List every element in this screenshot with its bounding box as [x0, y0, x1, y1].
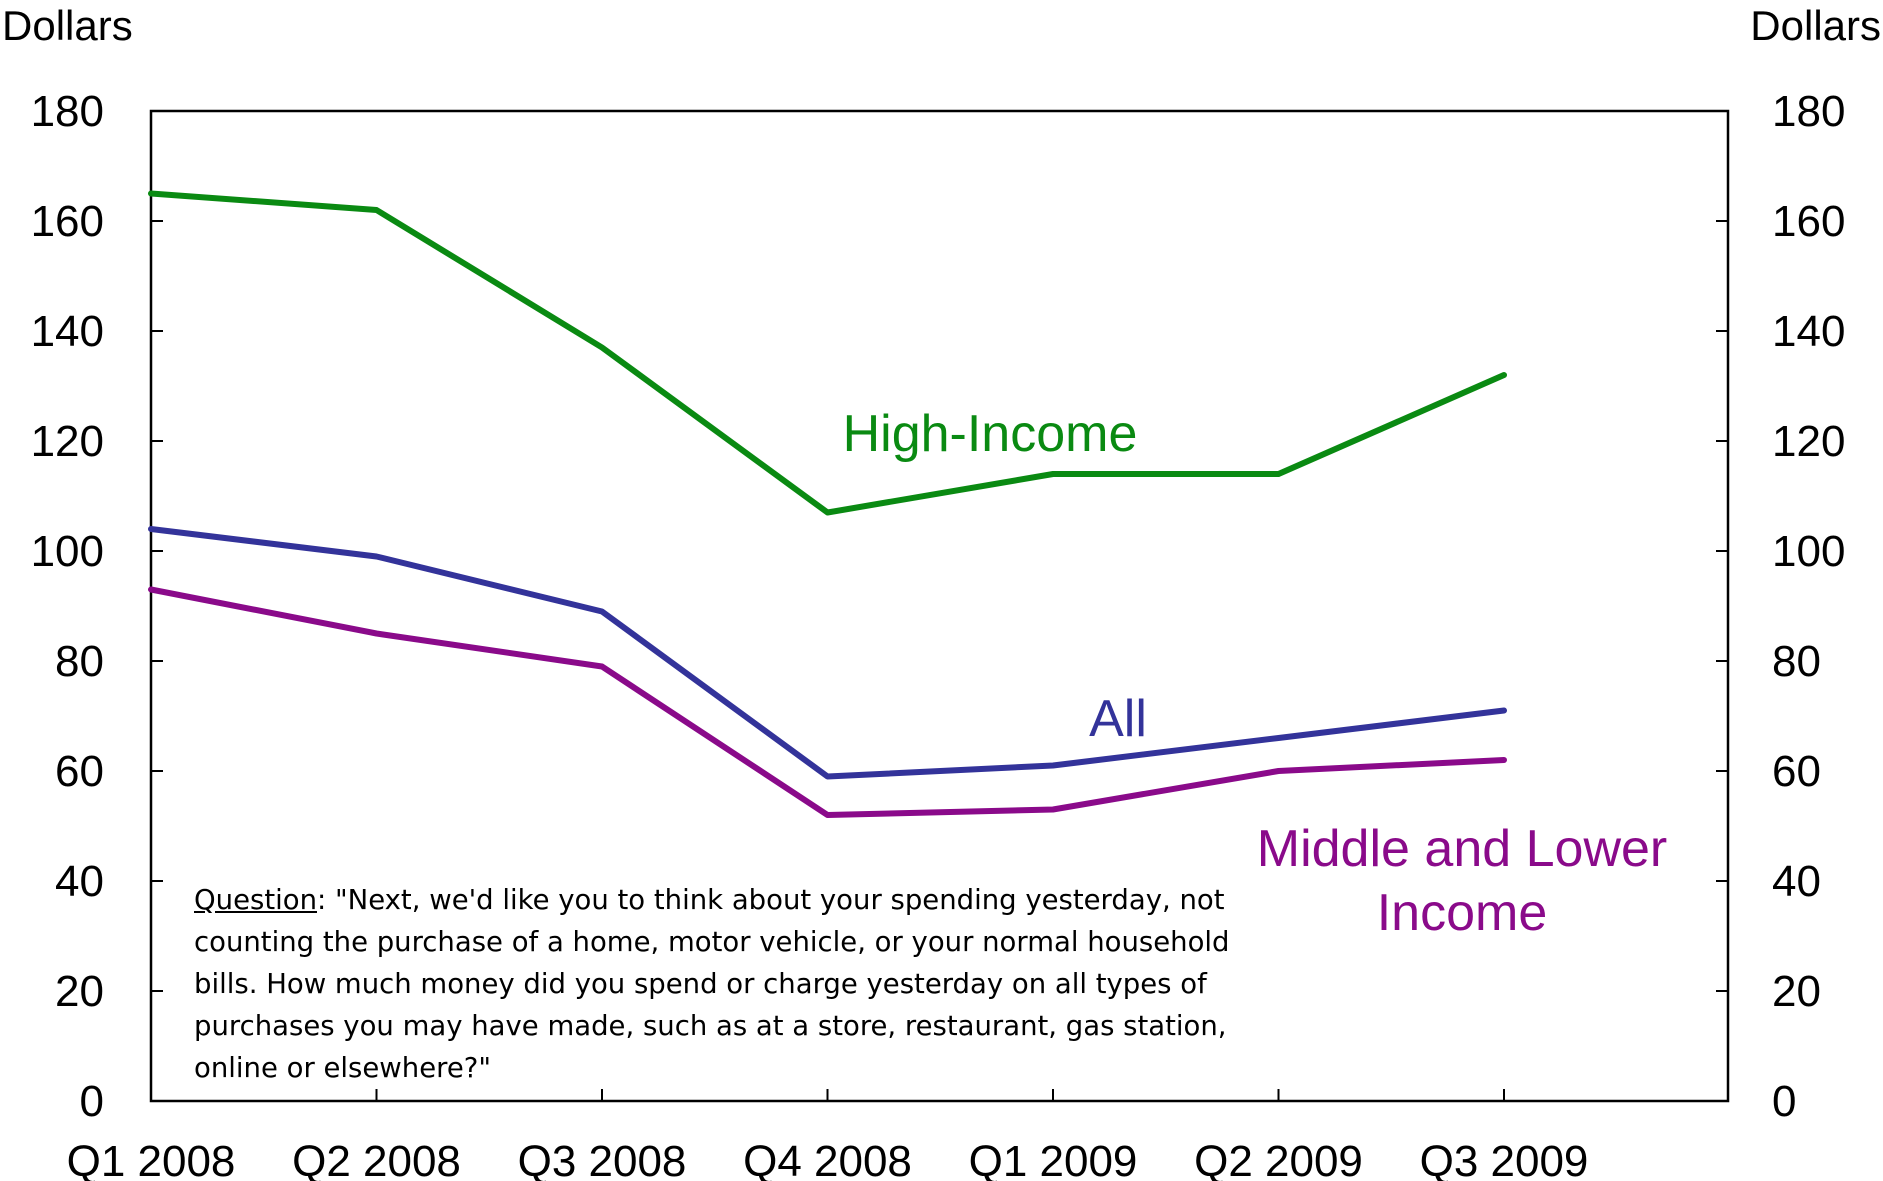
y-tick-label-right: 140	[1772, 307, 1845, 356]
series-label-high-income: High-Income	[843, 405, 1138, 463]
y-tick-label-left: 60	[55, 747, 104, 796]
y-tick-label-right: 180	[1772, 87, 1845, 136]
series-layer	[151, 194, 1504, 816]
question-keyword: Question	[194, 884, 317, 916]
y-tick-label-right: 160	[1772, 197, 1845, 246]
y-tick-label-left: 180	[31, 87, 104, 136]
series-label-middle-and-lower-income: Middle and Lower Income	[1257, 820, 1667, 942]
y-tick-label-right: 60	[1772, 747, 1821, 796]
y-tick-label-left: 20	[55, 967, 104, 1016]
y-tick-label-left: 140	[31, 307, 104, 356]
x-tick-label: Q2 2008	[292, 1137, 461, 1181]
series-label-line: All	[1089, 690, 1147, 748]
x-axis: Q1 2008 Q2 2008 Q3 2008 Q4 2008 Q1 2009 Q2 20…	[67, 1089, 1589, 1181]
y-tick-label-right: 40	[1772, 857, 1821, 906]
x-tick-label: Q1 2008	[67, 1137, 236, 1181]
y-tick-label-left: 160	[31, 197, 104, 246]
y-tick-label-left: 0	[80, 1077, 104, 1126]
series-line-middle-and-lower-income	[151, 590, 1504, 816]
y-axis-right: 0 20 40 60 80 100 120 140 160 180	[1716, 87, 1845, 1126]
y-tick-label-right: 80	[1772, 637, 1821, 686]
y-tick-label-right: 100	[1772, 527, 1845, 576]
x-tick-label: Q3 2008	[518, 1137, 687, 1181]
y-tick-label-left: 80	[55, 637, 104, 686]
series-label-all: All	[1089, 690, 1147, 748]
series-labels: High-Income All Middle and Lower Income	[843, 405, 1668, 942]
y-tick-label-right: 0	[1772, 1077, 1796, 1126]
right-axis-unit-label: Dollars	[1750, 2, 1881, 49]
y-tick-label-left: 40	[55, 857, 104, 906]
x-tick-label: Q4 2008	[743, 1137, 912, 1181]
series-label-line: Income	[1377, 884, 1548, 942]
series-line-high-income	[151, 194, 1504, 513]
x-tick-label: Q2 2009	[1194, 1137, 1363, 1181]
question-annotation: Question: "Next, we'd like you to think …	[194, 879, 1284, 1089]
x-tick-label: Q1 2009	[969, 1137, 1138, 1181]
y-tick-label-left: 120	[31, 417, 104, 466]
question-text: : "Next, we'd like you to think about yo…	[194, 884, 1230, 1084]
left-axis-unit-label: Dollars	[2, 2, 133, 49]
x-tick-label: Q3 2009	[1420, 1137, 1589, 1181]
series-line-all	[151, 529, 1504, 777]
y-axis-left: 0 20 40 60 80 100 120 140 160 180	[31, 87, 163, 1126]
y-tick-label-left: 100	[31, 527, 104, 576]
y-tick-label-right: 20	[1772, 967, 1821, 1016]
y-tick-label-right: 120	[1772, 417, 1845, 466]
series-label-line: Middle and Lower	[1257, 820, 1667, 878]
series-label-line: High-Income	[843, 405, 1138, 463]
